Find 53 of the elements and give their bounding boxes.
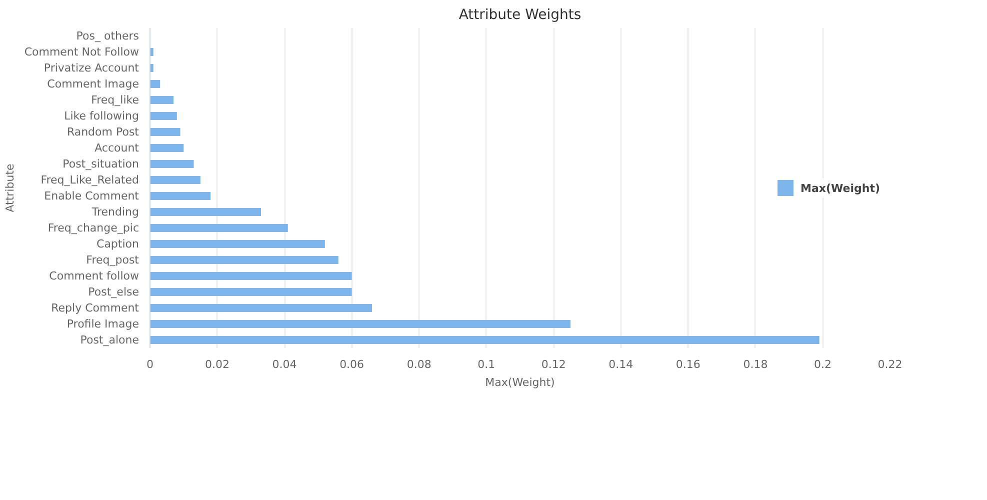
y-tick-label: Comment Not Follow bbox=[24, 46, 140, 58]
y-tick-label: Post_situation bbox=[62, 158, 140, 170]
bar bbox=[150, 336, 820, 344]
y-tick-label: Comment follow bbox=[49, 270, 140, 282]
y-tick-label: Profile Image bbox=[66, 318, 140, 330]
y-tick-label: Reply Comment bbox=[51, 302, 140, 314]
x-tick-label: 0.02 bbox=[205, 358, 230, 371]
y-tick-label: Freq_like bbox=[91, 94, 140, 106]
bar bbox=[150, 144, 184, 152]
bar bbox=[150, 160, 194, 168]
y-tick-label: Comment Image bbox=[47, 78, 140, 90]
chart-title: Attribute Weights bbox=[458, 7, 582, 23]
bar bbox=[150, 256, 338, 264]
bar bbox=[150, 112, 177, 120]
bar bbox=[150, 272, 352, 280]
y-tick-label: Freq_post bbox=[86, 254, 140, 266]
y-axis-title: Attribute bbox=[3, 163, 16, 212]
x-tick-label: 0.1 bbox=[478, 358, 496, 371]
x-tick-label: 0.18 bbox=[743, 358, 768, 371]
y-tick-label: Freq_Like_Related bbox=[40, 174, 139, 186]
bar bbox=[150, 128, 180, 136]
x-tick-label: 0.14 bbox=[608, 358, 634, 371]
bar bbox=[150, 224, 288, 232]
y-tick-label: Post_alone bbox=[80, 334, 140, 346]
y-tick-label: Pos_ others bbox=[76, 30, 140, 42]
x-tick-label: 0.12 bbox=[541, 358, 566, 371]
x-tick-label: 0 bbox=[146, 358, 154, 371]
bar bbox=[150, 208, 261, 216]
y-tick-label: Caption bbox=[96, 238, 140, 250]
bar bbox=[150, 192, 211, 200]
bar bbox=[150, 176, 200, 184]
x-tick-label: 0.06 bbox=[340, 358, 364, 371]
y-tick-label: Account bbox=[94, 142, 140, 154]
x-axis-title: Max(Weight) bbox=[485, 376, 555, 389]
y-tick-label: Like following bbox=[64, 110, 140, 122]
x-tick-label: 0.22 bbox=[878, 358, 902, 371]
y-tick-label: Random Post bbox=[66, 126, 140, 138]
bar bbox=[150, 96, 174, 104]
x-tick-label: 0.08 bbox=[406, 358, 432, 371]
x-tick-label: 0.04 bbox=[272, 358, 297, 371]
y-tick-label: Post_else bbox=[88, 286, 140, 298]
bar bbox=[150, 288, 352, 296]
y-tick-label: Enable Comment bbox=[44, 190, 140, 202]
x-tick-label: 0.2 bbox=[814, 358, 832, 371]
bar bbox=[150, 80, 160, 88]
y-tick-label: Privatize Account bbox=[44, 62, 140, 74]
bar bbox=[150, 320, 570, 328]
legend-label: Max(Weight) bbox=[800, 182, 880, 194]
y-tick-label: Freq_change_pic bbox=[48, 222, 140, 234]
bar bbox=[150, 240, 325, 248]
y-tick-label: Trending bbox=[90, 206, 140, 218]
x-tick-label: 0.16 bbox=[676, 358, 700, 371]
bar bbox=[150, 304, 372, 312]
